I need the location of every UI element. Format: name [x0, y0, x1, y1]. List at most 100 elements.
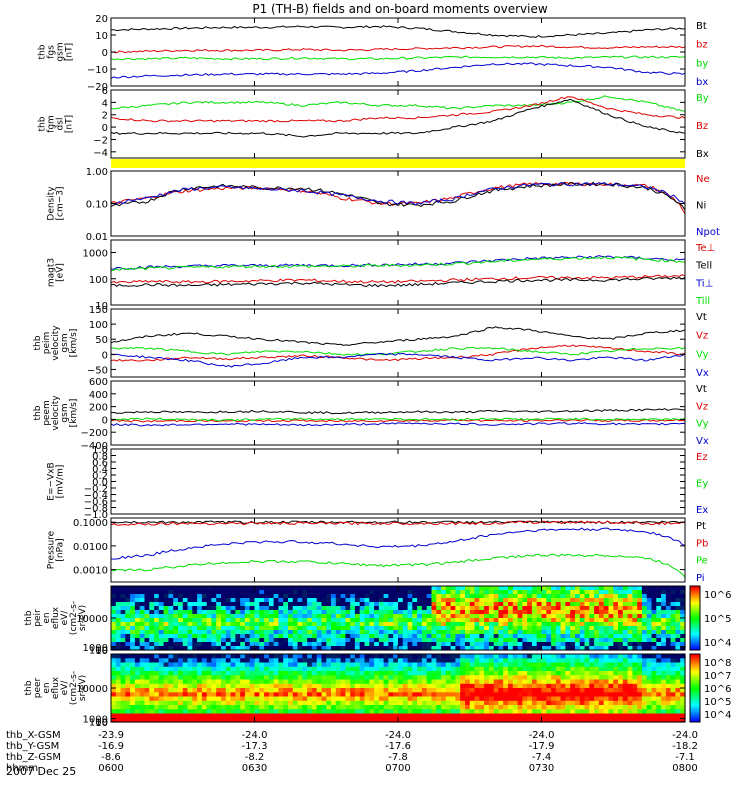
spectrogram-cell [594, 586, 600, 591]
spectrogram-cell [412, 692, 418, 698]
spectrogram-cell [589, 662, 595, 668]
spectrogram-cell [603, 700, 610, 706]
spectrogram-cell [503, 586, 509, 591]
spectrogram-cell [670, 610, 676, 615]
spectrogram-cell [460, 709, 466, 715]
spectrogram-cell [665, 590, 672, 595]
spectrogram-cell [541, 634, 547, 639]
spectrogram-cell [512, 594, 519, 599]
spectrogram-cell [641, 642, 648, 647]
spectrogram-cell [522, 688, 528, 693]
spectrogram-cell [335, 671, 342, 676]
spectrogram-cell [182, 688, 189, 693]
spectrogram-cell [651, 626, 657, 631]
spectrogram-cell [546, 683, 552, 689]
spectrogram-cell [661, 594, 667, 599]
spectrogram-cell [656, 658, 662, 664]
spectrogram-cell [235, 602, 241, 607]
spectrogram-cell [493, 590, 500, 595]
spectrogram-cell [407, 683, 413, 689]
spectrogram-cell [613, 717, 619, 723]
spectrogram-cell [168, 679, 174, 685]
spectrogram-cell [627, 646, 633, 651]
spectrogram-cell [292, 700, 299, 706]
spectrogram-cell [158, 590, 165, 595]
spectrogram-cell [555, 618, 562, 623]
spectrogram-cell [168, 634, 174, 639]
series-bx [110, 62, 686, 79]
spectrogram-cell [517, 662, 523, 668]
spectrogram-cell [369, 618, 375, 623]
spectrogram-cell [656, 675, 662, 681]
spectrogram-cell [474, 683, 480, 689]
spectrogram-cell [120, 705, 126, 710]
spectrogram-cell [460, 586, 466, 591]
spectrogram-cell [120, 709, 126, 715]
spectrogram-cell [335, 662, 342, 668]
spectrogram-cell [206, 705, 213, 710]
spectrogram-cell [431, 614, 437, 619]
spectrogram-cell [149, 671, 155, 676]
spectrogram-cell [641, 683, 648, 689]
spectrogram-cell [675, 638, 681, 643]
spectrogram-cell [536, 646, 543, 651]
spectrogram-cell [120, 618, 126, 623]
spectrogram-cell [508, 606, 514, 611]
spectrogram-cell [522, 679, 528, 685]
spectrogram-cell [244, 683, 251, 689]
spectrogram-cell [661, 606, 667, 611]
spectrogram-cell [178, 638, 184, 643]
spectrogram-cell [441, 642, 447, 647]
spectrogram-cell [354, 713, 361, 719]
spectrogram-cell [579, 666, 586, 672]
spectrogram-cell [278, 696, 284, 702]
spectrogram-cell [680, 618, 686, 623]
y-axis-label: [nT] [65, 115, 75, 133]
spectrogram-cell [115, 614, 122, 619]
spectrogram-cell [450, 602, 456, 607]
spectrogram-cell [675, 654, 681, 659]
spectrogram-cell [149, 630, 155, 635]
spectrogram-cell [488, 618, 495, 623]
spectrogram-cell [546, 717, 552, 723]
spectrogram-cell [149, 692, 155, 698]
spectrogram-cell [182, 630, 189, 635]
spectrogram-cell [178, 606, 184, 611]
spectrogram-cell [503, 610, 509, 615]
spectrogram-cell [441, 709, 447, 715]
spectrogram-cell [641, 705, 648, 710]
spectrogram-cell [168, 700, 174, 706]
colorbar-tick-label: 10^5 [704, 697, 731, 708]
spectrogram-cell [670, 717, 676, 723]
spectrogram-cell [651, 679, 657, 685]
y-axis-label: thb [38, 44, 48, 59]
spectrogram-cell [512, 630, 519, 635]
spectrogram-cell [426, 590, 433, 595]
spectrogram-cell [637, 683, 643, 689]
spectrogram-cell [374, 586, 380, 591]
spectrogram-cell [469, 688, 476, 693]
spectrogram-cell [354, 705, 361, 710]
spectrogram-cell [130, 696, 136, 702]
spectrogram-cell [115, 622, 122, 627]
spectrogram-cell [651, 717, 657, 723]
spectrogram-cell [254, 683, 260, 689]
spectrogram-cell [326, 646, 332, 651]
spectrogram-cell [288, 594, 294, 599]
spectrogram-cell [618, 713, 624, 719]
spectrogram-cell [661, 654, 667, 659]
spectrogram-cell [335, 679, 342, 685]
spectrogram-cell [441, 646, 447, 651]
spectrogram-cell [163, 692, 169, 698]
spectrogram-cell [273, 713, 279, 719]
spectrogram-cell [187, 598, 193, 603]
spectrogram-cell [173, 675, 179, 681]
spectrogram-cell [120, 683, 126, 689]
spectrogram-cell [388, 709, 394, 715]
spectrogram-cell [469, 610, 476, 615]
spectrogram-cell [125, 662, 131, 668]
colorbar-segment [690, 590, 700, 593]
spectrogram-cell [436, 713, 442, 719]
spectrogram-cell [335, 658, 342, 664]
spectrogram-cell [498, 610, 504, 615]
